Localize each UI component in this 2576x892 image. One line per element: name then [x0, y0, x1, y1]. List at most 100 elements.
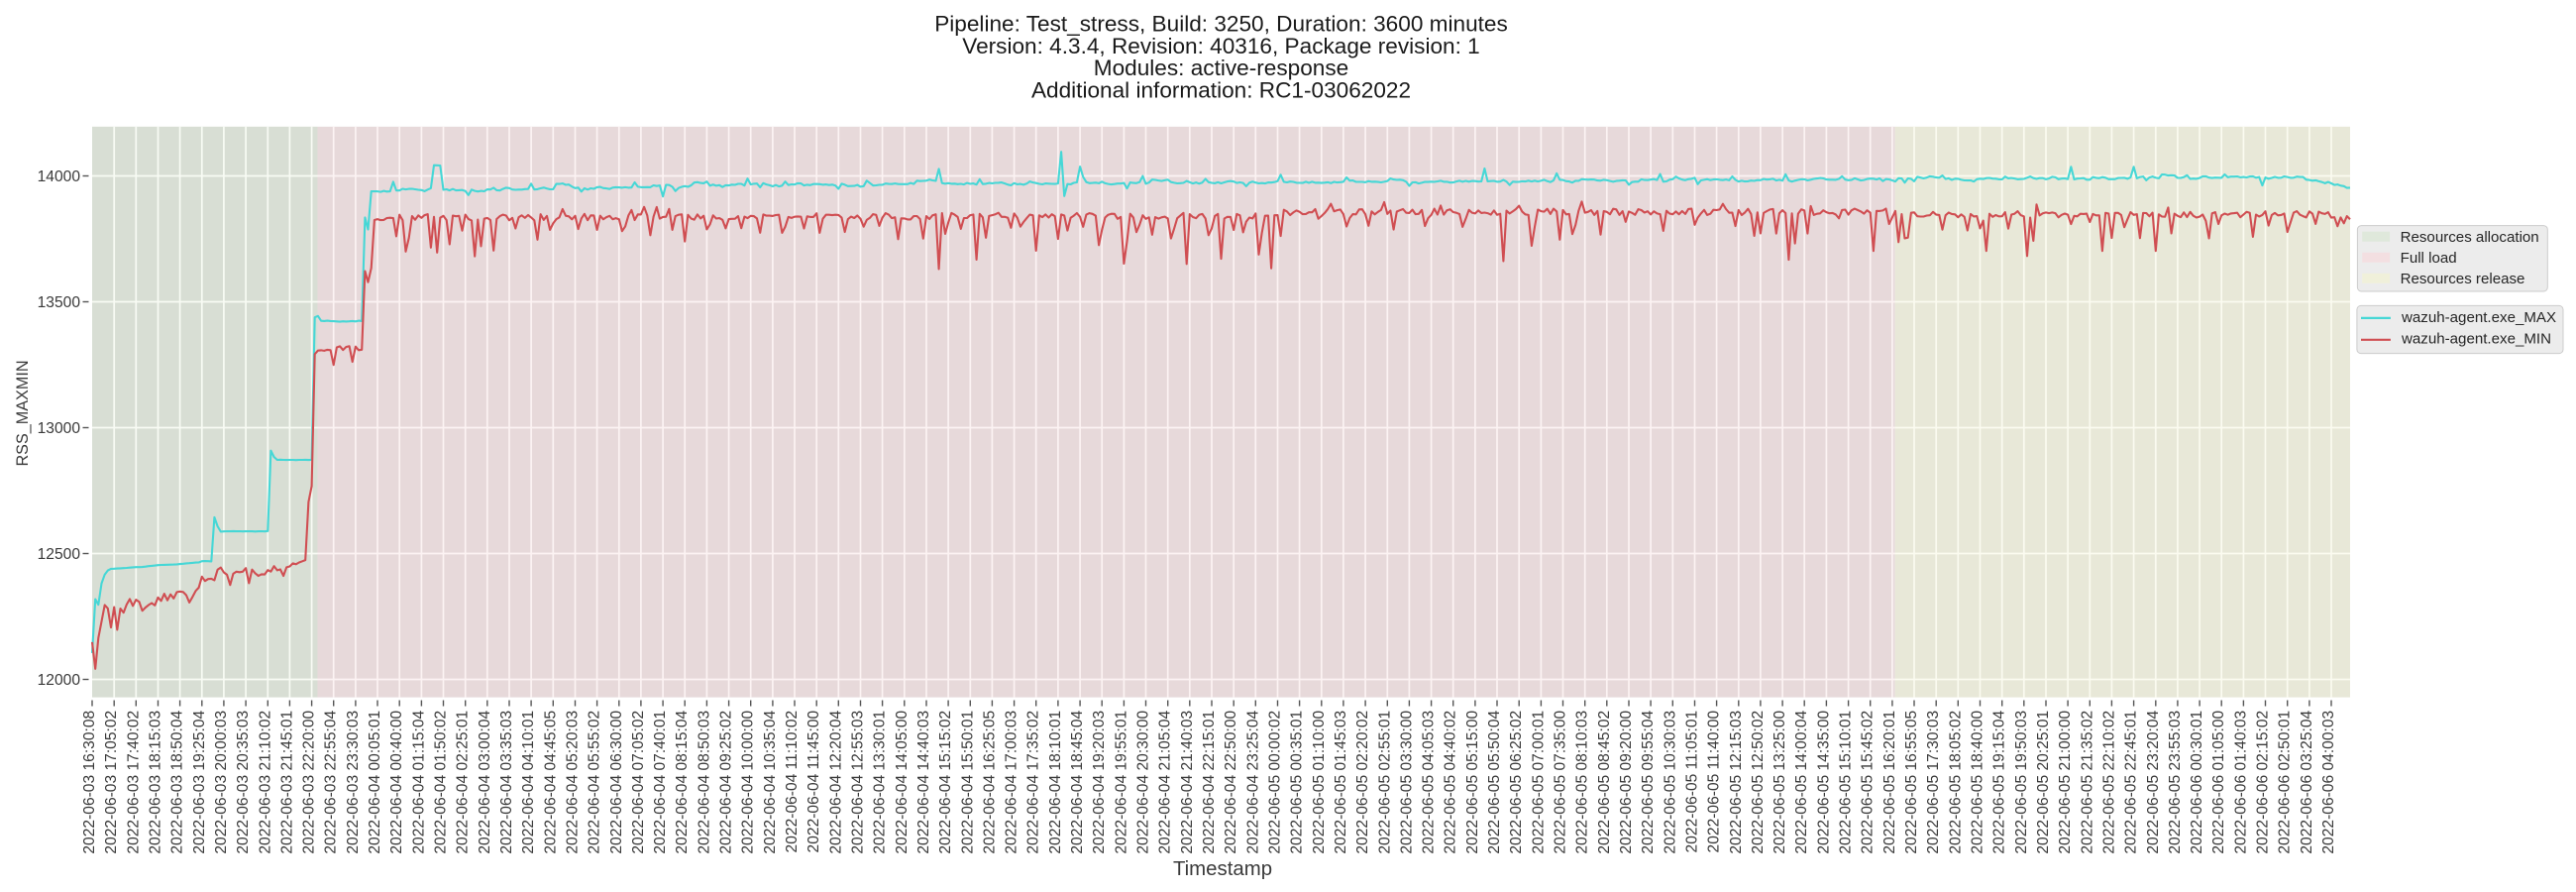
- svg-text:2022-06-05 11:05:01: 2022-06-05 11:05:01: [1684, 711, 1701, 853]
- svg-text:2022-06-04 19:55:01: 2022-06-04 19:55:01: [1113, 711, 1129, 854]
- svg-text:Modules: active-response: Modules: active-response: [1094, 56, 1348, 80]
- svg-text:2022-06-04 05:20:03: 2022-06-04 05:20:03: [565, 711, 582, 854]
- svg-text:2022-06-04 15:50:01: 2022-06-04 15:50:01: [959, 711, 976, 854]
- svg-text:2022-06-04 20:30:00: 2022-06-04 20:30:00: [1135, 710, 1152, 853]
- svg-text:2022-06-04 23:25:04: 2022-06-04 23:25:04: [1244, 710, 1261, 853]
- svg-text:2022-06-03 18:50:04: 2022-06-03 18:50:04: [169, 710, 186, 853]
- svg-text:2022-06-05 19:50:03: 2022-06-05 19:50:03: [2013, 711, 2030, 854]
- svg-text:2022-06-06 00:30:01: 2022-06-06 00:30:01: [2189, 711, 2205, 854]
- svg-text:2022-06-04 13:30:01: 2022-06-04 13:30:01: [872, 711, 889, 854]
- svg-text:2022-06-04 08:15:04: 2022-06-04 08:15:04: [674, 710, 691, 853]
- svg-text:2022-06-05 18:05:02: 2022-06-05 18:05:02: [1947, 711, 1964, 854]
- svg-text:2022-06-04 21:40:03: 2022-06-04 21:40:03: [1179, 711, 1196, 854]
- svg-text:2022-06-04 09:25:02: 2022-06-04 09:25:02: [718, 711, 735, 854]
- svg-text:2022-06-04 22:50:00: 2022-06-04 22:50:00: [1223, 710, 1239, 853]
- svg-text:2022-06-04 11:45:00: 2022-06-04 11:45:00: [805, 710, 822, 852]
- svg-text:2022-06-03 19:25:04: 2022-06-03 19:25:04: [191, 710, 208, 853]
- svg-text:2022-06-05 19:15:04: 2022-06-05 19:15:04: [1991, 710, 2008, 853]
- svg-text:2022-06-05 18:40:00: 2022-06-05 18:40:00: [1970, 710, 1986, 853]
- svg-text:12500: 12500: [38, 546, 81, 563]
- svg-text:2022-06-04 03:35:03: 2022-06-04 03:35:03: [498, 711, 515, 854]
- svg-text:2022-06-05 00:35:01: 2022-06-05 00:35:01: [1289, 711, 1306, 854]
- svg-text:2022-06-05 04:40:02: 2022-06-05 04:40:02: [1443, 711, 1459, 854]
- svg-text:13500: 13500: [38, 294, 81, 311]
- svg-text:2022-06-04 12:20:04: 2022-06-04 12:20:04: [827, 710, 844, 853]
- svg-text:Full load: Full load: [2401, 250, 2457, 267]
- svg-text:2022-06-03 17:05:02: 2022-06-03 17:05:02: [103, 711, 120, 854]
- svg-text:2022-06-05 00:00:02: 2022-06-05 00:00:02: [1267, 711, 1284, 854]
- svg-text:2022-06-04 10:00:00: 2022-06-04 10:00:00: [740, 710, 757, 853]
- svg-text:2022-06-03 20:00:03: 2022-06-03 20:00:03: [213, 711, 230, 854]
- svg-text:2022-06-05 01:10:00: 2022-06-05 01:10:00: [1311, 710, 1328, 853]
- svg-text:2022-06-04 16:25:05: 2022-06-04 16:25:05: [981, 710, 998, 853]
- svg-text:2022-06-05 16:20:01: 2022-06-05 16:20:01: [1881, 711, 1898, 854]
- svg-text:2022-06-04 22:15:01: 2022-06-04 22:15:01: [1201, 711, 1218, 854]
- svg-text:2022-06-05 15:10:01: 2022-06-05 15:10:01: [1838, 711, 1855, 854]
- svg-text:2022-06-04 12:55:03: 2022-06-04 12:55:03: [850, 711, 867, 854]
- svg-text:2022-06-04 10:35:04: 2022-06-04 10:35:04: [762, 710, 779, 853]
- svg-text:2022-06-05 21:00:00: 2022-06-05 21:00:00: [2057, 710, 2074, 853]
- svg-text:2022-06-04 08:50:03: 2022-06-04 08:50:03: [696, 711, 712, 854]
- svg-text:2022-06-06 02:15:02: 2022-06-06 02:15:02: [2255, 711, 2272, 854]
- svg-text:2022-06-05 22:45:01: 2022-06-05 22:45:01: [2123, 711, 2140, 854]
- svg-text:2022-06-04 01:50:02: 2022-06-04 01:50:02: [433, 711, 450, 854]
- svg-text:wazuh-agent.exe_MIN: wazuh-agent.exe_MIN: [2401, 331, 2551, 348]
- svg-text:2022-06-04 00:40:00: 2022-06-04 00:40:00: [388, 710, 405, 853]
- svg-text:2022-06-04 17:35:02: 2022-06-04 17:35:02: [1025, 711, 1042, 854]
- svg-text:2022-06-03 23:30:03: 2022-06-03 23:30:03: [345, 711, 362, 854]
- svg-text:2022-06-06 01:40:03: 2022-06-06 01:40:03: [2232, 711, 2249, 854]
- svg-text:2022-06-05 17:30:03: 2022-06-05 17:30:03: [1925, 711, 1942, 854]
- svg-text:2022-06-04 01:15:04: 2022-06-04 01:15:04: [410, 710, 427, 853]
- svg-text:2022-06-06 04:00:03: 2022-06-06 04:00:03: [2320, 711, 2337, 854]
- svg-text:2022-06-04 11:10:02: 2022-06-04 11:10:02: [784, 711, 801, 853]
- svg-text:2022-06-04 07:40:01: 2022-06-04 07:40:01: [652, 711, 669, 854]
- svg-text:2022-06-05 02:55:01: 2022-06-05 02:55:01: [1376, 711, 1393, 854]
- svg-text:2022-06-04 05:55:02: 2022-06-04 05:55:02: [587, 711, 603, 854]
- svg-text:2022-06-05 07:35:00: 2022-06-05 07:35:00: [1553, 710, 1569, 853]
- svg-text:2022-06-03 22:55:04: 2022-06-03 22:55:04: [323, 710, 340, 853]
- svg-text:2022-06-05 22:10:02: 2022-06-05 22:10:02: [2100, 711, 2117, 854]
- svg-text:2022-06-04 14:05:00: 2022-06-04 14:05:00: [894, 710, 911, 853]
- svg-text:2022-06-04 19:20:03: 2022-06-04 19:20:03: [1091, 711, 1108, 854]
- svg-text:2022-06-05 07:00:01: 2022-06-05 07:00:01: [1530, 711, 1547, 854]
- svg-text:2022-06-04 07:05:02: 2022-06-04 07:05:02: [630, 711, 647, 854]
- svg-text:2022-06-05 15:45:02: 2022-06-05 15:45:02: [1860, 711, 1877, 854]
- svg-text:Pipeline: Test_stress, Build:: Pipeline: Test_stress, Build: 3250, Dura…: [934, 11, 1508, 36]
- svg-text:2022-06-05 08:45:02: 2022-06-05 08:45:02: [1596, 711, 1613, 854]
- svg-text:2022-06-06 01:05:00: 2022-06-06 01:05:00: [2210, 710, 2227, 853]
- svg-text:2022-06-03 21:45:01: 2022-06-03 21:45:01: [278, 711, 295, 854]
- svg-text:2022-06-05 01:45:03: 2022-06-05 01:45:03: [1333, 711, 1349, 854]
- svg-text:wazuh-agent.exe_MAX: wazuh-agent.exe_MAX: [2401, 309, 2556, 326]
- svg-text:2022-06-04 18:10:01: 2022-06-04 18:10:01: [1047, 711, 1064, 854]
- svg-text:2022-06-05 03:30:00: 2022-06-05 03:30:00: [1398, 710, 1415, 853]
- svg-text:2022-06-05 05:50:04: 2022-06-05 05:50:04: [1486, 710, 1503, 853]
- svg-text:Resources release: Resources release: [2401, 271, 2525, 287]
- svg-text:14000: 14000: [38, 168, 81, 185]
- svg-text:2022-06-06 03:25:04: 2022-06-06 03:25:04: [2299, 710, 2315, 853]
- svg-text:2022-06-04 18:45:04: 2022-06-04 18:45:04: [1069, 710, 1086, 853]
- svg-text:2022-06-04 17:00:03: 2022-06-04 17:00:03: [1004, 711, 1020, 854]
- svg-text:2022-06-04 14:40:03: 2022-06-04 14:40:03: [915, 711, 932, 854]
- svg-text:2022-06-05 09:20:00: 2022-06-05 09:20:00: [1618, 710, 1635, 853]
- svg-text:Timestamp: Timestamp: [1173, 858, 1272, 880]
- svg-text:2022-06-06 02:50:01: 2022-06-06 02:50:01: [2277, 711, 2294, 854]
- svg-text:2022-06-05 16:55:05: 2022-06-05 16:55:05: [1903, 710, 1920, 853]
- svg-text:2022-06-05 20:25:01: 2022-06-05 20:25:01: [2035, 711, 2052, 854]
- svg-text:2022-06-04 15:15:02: 2022-06-04 15:15:02: [937, 711, 954, 854]
- svg-text:2022-06-05 04:05:03: 2022-06-05 04:05:03: [1421, 711, 1438, 854]
- svg-text:2022-06-03 16:30:08: 2022-06-03 16:30:08: [81, 711, 98, 854]
- svg-text:2022-06-05 10:30:03: 2022-06-05 10:30:03: [1662, 711, 1678, 854]
- svg-text:2022-06-05 05:15:00: 2022-06-05 05:15:00: [1464, 710, 1481, 853]
- svg-text:2022-06-05 23:20:04: 2022-06-05 23:20:04: [2145, 710, 2162, 853]
- svg-text:13000: 13000: [38, 420, 81, 437]
- svg-text:Resources allocation: Resources allocation: [2401, 229, 2539, 246]
- svg-text:2022-06-05 13:25:00: 2022-06-05 13:25:00: [1771, 710, 1788, 853]
- svg-text:2022-06-04 04:10:01: 2022-06-04 04:10:01: [520, 711, 537, 854]
- svg-text:RSS_MAXMIN: RSS_MAXMIN: [14, 360, 32, 466]
- svg-text:2022-06-05 12:15:03: 2022-06-05 12:15:03: [1728, 711, 1745, 854]
- svg-text:12000: 12000: [38, 672, 81, 689]
- svg-text:2022-06-05 06:25:02: 2022-06-05 06:25:02: [1508, 711, 1525, 854]
- svg-text:2022-06-05 14:35:00: 2022-06-05 14:35:00: [1815, 710, 1832, 853]
- svg-text:2022-06-05 23:55:03: 2022-06-05 23:55:03: [2167, 711, 2184, 854]
- svg-text:2022-06-04 02:25:01: 2022-06-04 02:25:01: [455, 711, 472, 854]
